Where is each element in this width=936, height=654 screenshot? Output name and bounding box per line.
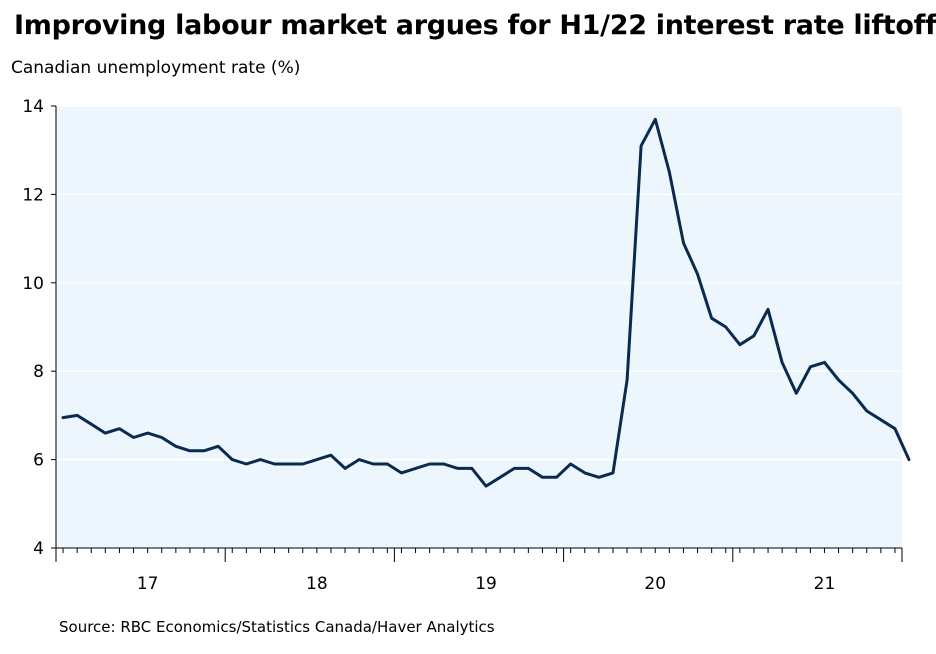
y-tick-label-6: 6 <box>33 451 44 471</box>
y-tick-label-12: 12 <box>22 185 44 205</box>
x-tick-label-21: 21 <box>814 574 836 594</box>
y-tick-label-8: 8 <box>33 362 44 382</box>
y-tick-label-10: 10 <box>22 274 44 294</box>
x-tick-label-20: 20 <box>644 574 666 594</box>
y-axis: 4 6 8 10 12 14 <box>22 97 57 559</box>
unemployment-rate-line <box>61 117 911 488</box>
x-tick-label-19: 19 <box>475 574 497 594</box>
chart-title: Improving labour market argues for H1/22… <box>14 10 936 41</box>
source-note: Source: RBC Economics/Statistics Canada/… <box>59 618 495 636</box>
x-axis: 17 18 19 20 21 <box>55 547 903 594</box>
gridlines <box>56 105 902 461</box>
x-tick-label-18: 18 <box>306 574 328 594</box>
y-tick-label-14: 14 <box>22 97 44 117</box>
y-tick-label-4: 4 <box>33 539 44 559</box>
y-axis-title: Canadian unemployment rate (%) <box>11 58 301 78</box>
plot-area <box>56 106 902 548</box>
x-tick-label-17: 17 <box>137 574 159 594</box>
